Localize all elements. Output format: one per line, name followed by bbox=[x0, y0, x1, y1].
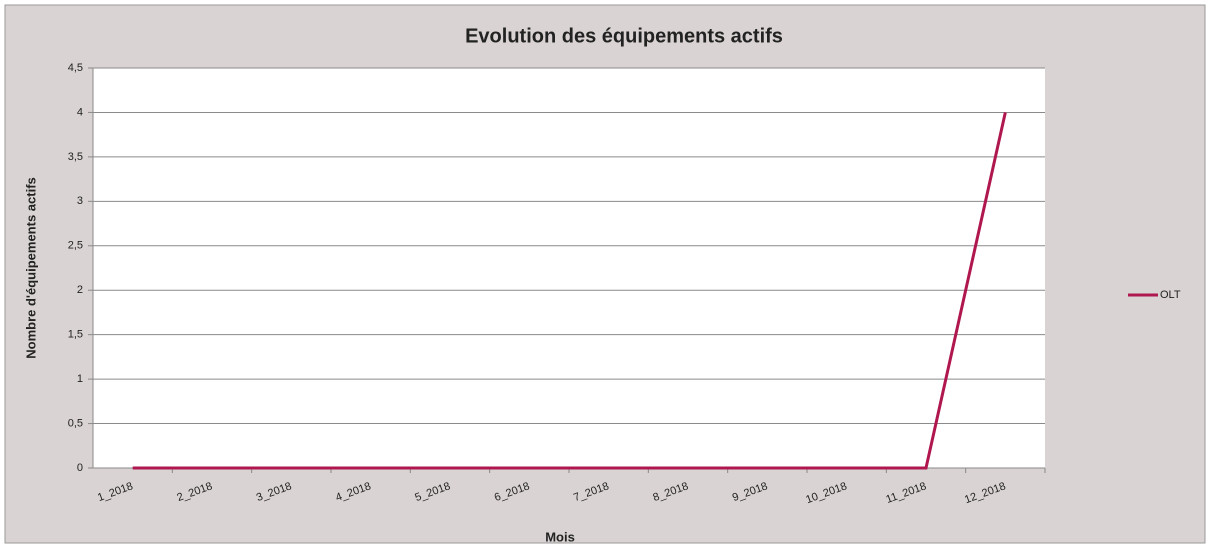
y-tick-label: 3,5 bbox=[68, 151, 83, 163]
y-tick-label: 4 bbox=[77, 106, 83, 118]
y-tick-label: 3 bbox=[77, 195, 83, 207]
plot-area bbox=[93, 68, 1045, 468]
y-tick-label: 1,5 bbox=[68, 329, 83, 341]
y-axis-title: Nombre d'équipements actifs bbox=[23, 177, 38, 359]
legend-label: OLT bbox=[1160, 289, 1181, 301]
y-tick-label: 4,5 bbox=[68, 62, 83, 74]
chart-title: Evolution des équipements actifs bbox=[465, 25, 783, 47]
line bbox=[132, 112, 1007, 470]
x-axis-title: Mois bbox=[545, 529, 575, 544]
y-tick-label: 2 bbox=[77, 284, 83, 296]
y-tick-label: 1 bbox=[77, 373, 83, 385]
y-tick-label: 2,5 bbox=[68, 240, 83, 252]
y-tick-label: 0,5 bbox=[68, 417, 83, 429]
y-tick-label: 0 bbox=[77, 462, 83, 474]
